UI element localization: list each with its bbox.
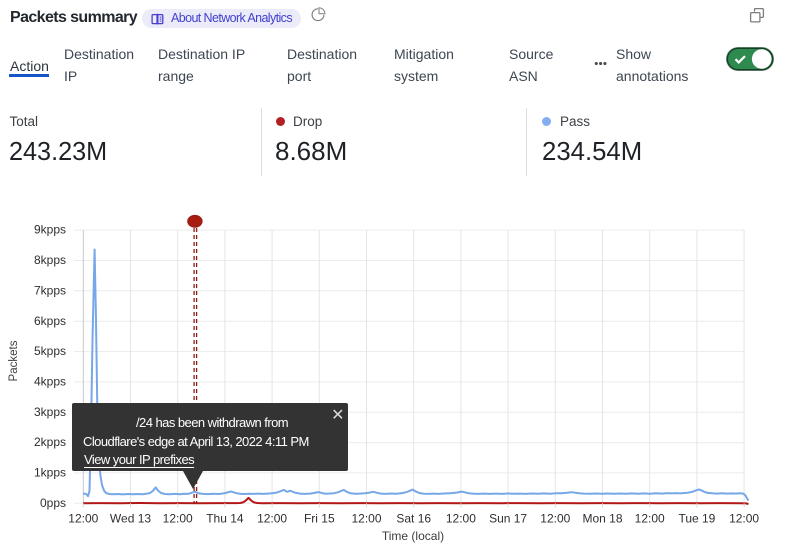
svg-text:5kpps: 5kpps [34,344,66,358]
svg-text:1kpps: 1kpps [34,466,66,480]
svg-text:7kpps: 7kpps [34,283,66,297]
svg-text:6kpps: 6kpps [34,314,66,328]
svg-text:12:00: 12:00 [729,512,759,526]
svg-text:3kpps: 3kpps [34,405,66,419]
svg-text:12:00: 12:00 [68,512,98,526]
svg-text:Wed 13: Wed 13 [110,512,151,526]
svg-text:8kpps: 8kpps [34,253,66,267]
svg-text:9kpps: 9kpps [34,223,66,237]
svg-text:Packets: Packets [8,340,20,381]
svg-text:12:00: 12:00 [540,512,570,526]
svg-text:12:00: 12:00 [163,512,193,526]
svg-text:12:00: 12:00 [351,512,381,526]
svg-text:2kpps: 2kpps [34,435,66,449]
svg-text:12:00: 12:00 [446,512,476,526]
svg-text:12:00: 12:00 [257,512,287,526]
svg-text:Sat 16: Sat 16 [396,512,431,526]
svg-text:Mon 18: Mon 18 [582,512,622,526]
svg-text:Thu 14: Thu 14 [206,512,244,526]
svg-text:Time (local): Time (local) [382,529,444,543]
svg-text:4kpps: 4kpps [34,375,66,389]
svg-text:Tue 19: Tue 19 [678,512,715,526]
svg-text:0pps: 0pps [40,496,66,510]
svg-text:Sun 17: Sun 17 [489,512,527,526]
svg-text:12:00: 12:00 [635,512,665,526]
svg-text:Fri 15: Fri 15 [304,512,335,526]
